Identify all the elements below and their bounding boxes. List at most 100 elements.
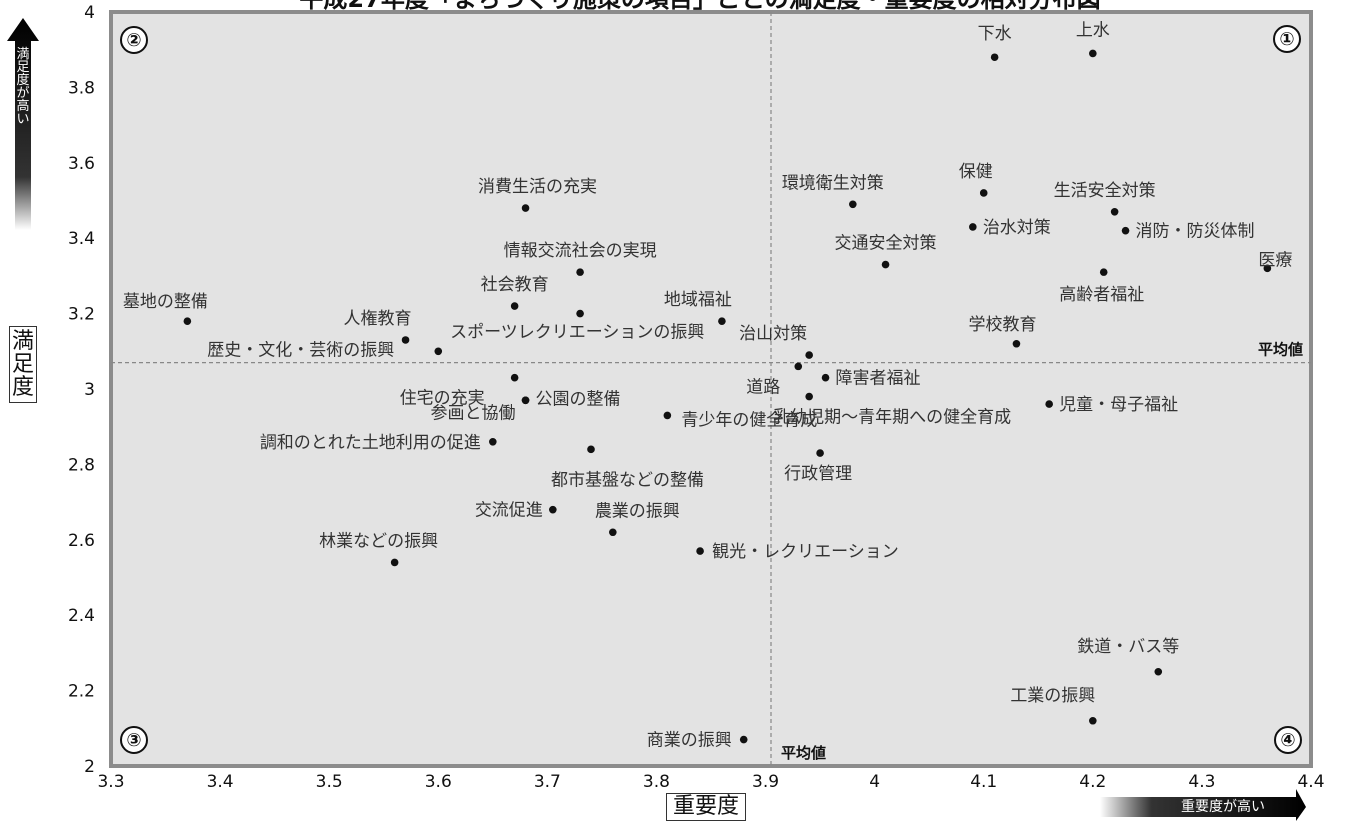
point-label: 公園の整備	[536, 389, 621, 409]
point-label: 社会教育	[481, 275, 549, 295]
point-label: 道路	[746, 377, 780, 397]
point-label: 都市基盤などの整備	[551, 470, 704, 490]
point-label: 高齢者福祉	[1059, 285, 1144, 305]
y-tick-label: 3.8	[68, 78, 95, 98]
data-point	[739, 735, 748, 744]
quadrant-1-marker: ①	[1273, 25, 1301, 53]
data-point	[663, 411, 672, 420]
data-point	[1012, 339, 1021, 348]
data-point	[510, 373, 519, 382]
y-tick-label: 4	[84, 3, 95, 23]
quadrant-4-marker: ④	[1274, 726, 1302, 754]
data-point	[183, 317, 192, 325]
point-label: 青少年の健全育成	[681, 410, 817, 430]
x-tick-label: 3.3	[97, 772, 124, 792]
data-point	[1154, 667, 1163, 676]
average-label-y: 平均値	[1258, 341, 1303, 359]
data-point	[390, 558, 399, 567]
x-tick-label: 4.2	[1079, 772, 1106, 792]
data-point	[1045, 400, 1053, 408]
point-label: 障害者福祉	[836, 369, 921, 389]
point-label: 消防・防災体制	[1136, 222, 1255, 242]
x-tick-label: 3.4	[207, 772, 234, 792]
point-label: 参画と協働	[431, 403, 516, 423]
y-tick-label: 2.2	[68, 682, 95, 702]
point-label: 観光・レクリエーション	[712, 542, 899, 562]
point-label: 林業などの振興	[319, 531, 438, 551]
point-label: 地域福祉	[664, 290, 732, 310]
x-high-label: 重要度が高い	[1181, 799, 1265, 815]
y-tick-label: 3.2	[68, 305, 95, 325]
point-label: 情報交流社会の実現	[504, 241, 657, 261]
data-point	[990, 53, 999, 62]
data-point	[489, 437, 497, 446]
x-tick-label: 4.4	[1297, 772, 1324, 792]
point-label: 保健	[959, 162, 993, 182]
x-tick-label: 3.7	[534, 772, 561, 792]
y-axis-title: 満足度	[9, 326, 37, 404]
x-high-arrow	[1100, 789, 1306, 821]
point-label: 歴史・文化・芸術の振興	[207, 340, 394, 360]
data-point	[510, 302, 519, 310]
plot-area	[109, 10, 1313, 768]
data-point	[979, 189, 988, 197]
data-point	[521, 396, 530, 405]
point-label: 商業の振興	[647, 731, 732, 751]
data-point	[549, 505, 557, 514]
data-point	[881, 260, 890, 269]
quadrant-2-marker: ②	[120, 26, 148, 54]
y-tick-label: 2.8	[68, 455, 95, 475]
data-point	[969, 223, 977, 231]
quadrant-1-label: ①	[1279, 29, 1294, 50]
point-label: 治水対策	[983, 218, 1051, 238]
point-label: 工業の振興	[1010, 686, 1095, 706]
data-point	[401, 336, 410, 344]
point-label: 治山対策	[739, 324, 807, 344]
point-label: 下水	[978, 24, 1012, 44]
data-point	[521, 204, 530, 212]
data-point	[1121, 226, 1130, 235]
point-label: 乳幼児期～青年期への健全育成	[773, 408, 1011, 428]
quadrant-3-marker: ③	[120, 726, 148, 754]
data-point	[1089, 716, 1097, 725]
point-label: 人権教育	[344, 309, 412, 329]
point-label: 鉄道・バス等	[1077, 637, 1179, 657]
point-label: 農業の振興	[595, 501, 680, 521]
data-point	[1263, 264, 1272, 273]
point-label: 学校教育	[968, 315, 1036, 335]
data-point	[696, 547, 704, 555]
data-point	[718, 317, 726, 325]
x-tick-label: 4.3	[1188, 772, 1215, 792]
point-label: スポーツレクリエーションの振興	[450, 323, 704, 343]
point-label: 調和のとれた土地利用の促進	[260, 433, 481, 453]
data-point	[805, 392, 813, 401]
point-label: 児童・母子福祉	[1059, 395, 1178, 415]
y-tick-label: 2.6	[68, 531, 95, 551]
point-label: 上水	[1076, 20, 1110, 40]
data-point	[1089, 49, 1097, 58]
y-high-label: 満足度が高い	[16, 47, 30, 127]
data-point	[794, 362, 803, 371]
data-point	[576, 309, 584, 318]
x-tick-label: 4	[869, 772, 880, 792]
point-label: 交流促進	[475, 501, 543, 521]
data-point	[576, 268, 584, 276]
y-tick-label: 3.6	[68, 154, 95, 174]
point-label: 住宅の充実	[400, 389, 485, 409]
data-point	[816, 449, 824, 457]
point-label: 交通安全対策	[835, 234, 937, 254]
data-point	[821, 373, 830, 382]
point-label: 生活安全対策	[1054, 181, 1156, 201]
x-tick-label: 3.8	[643, 772, 670, 792]
chart-title: 平成27年度「まちづくり施策の項目」ごとの満足度・重要度の相対分布図	[299, 0, 1100, 13]
data-point	[805, 351, 813, 359]
x-tick-label: 3.6	[425, 772, 452, 792]
data-point	[609, 528, 617, 537]
quadrant-2-label: ②	[126, 30, 141, 51]
point-label: 医療	[1258, 250, 1292, 270]
point-label: 墓地の整備	[123, 292, 208, 312]
x-tick-label: 3.9	[752, 772, 779, 792]
data-point	[1099, 268, 1108, 276]
